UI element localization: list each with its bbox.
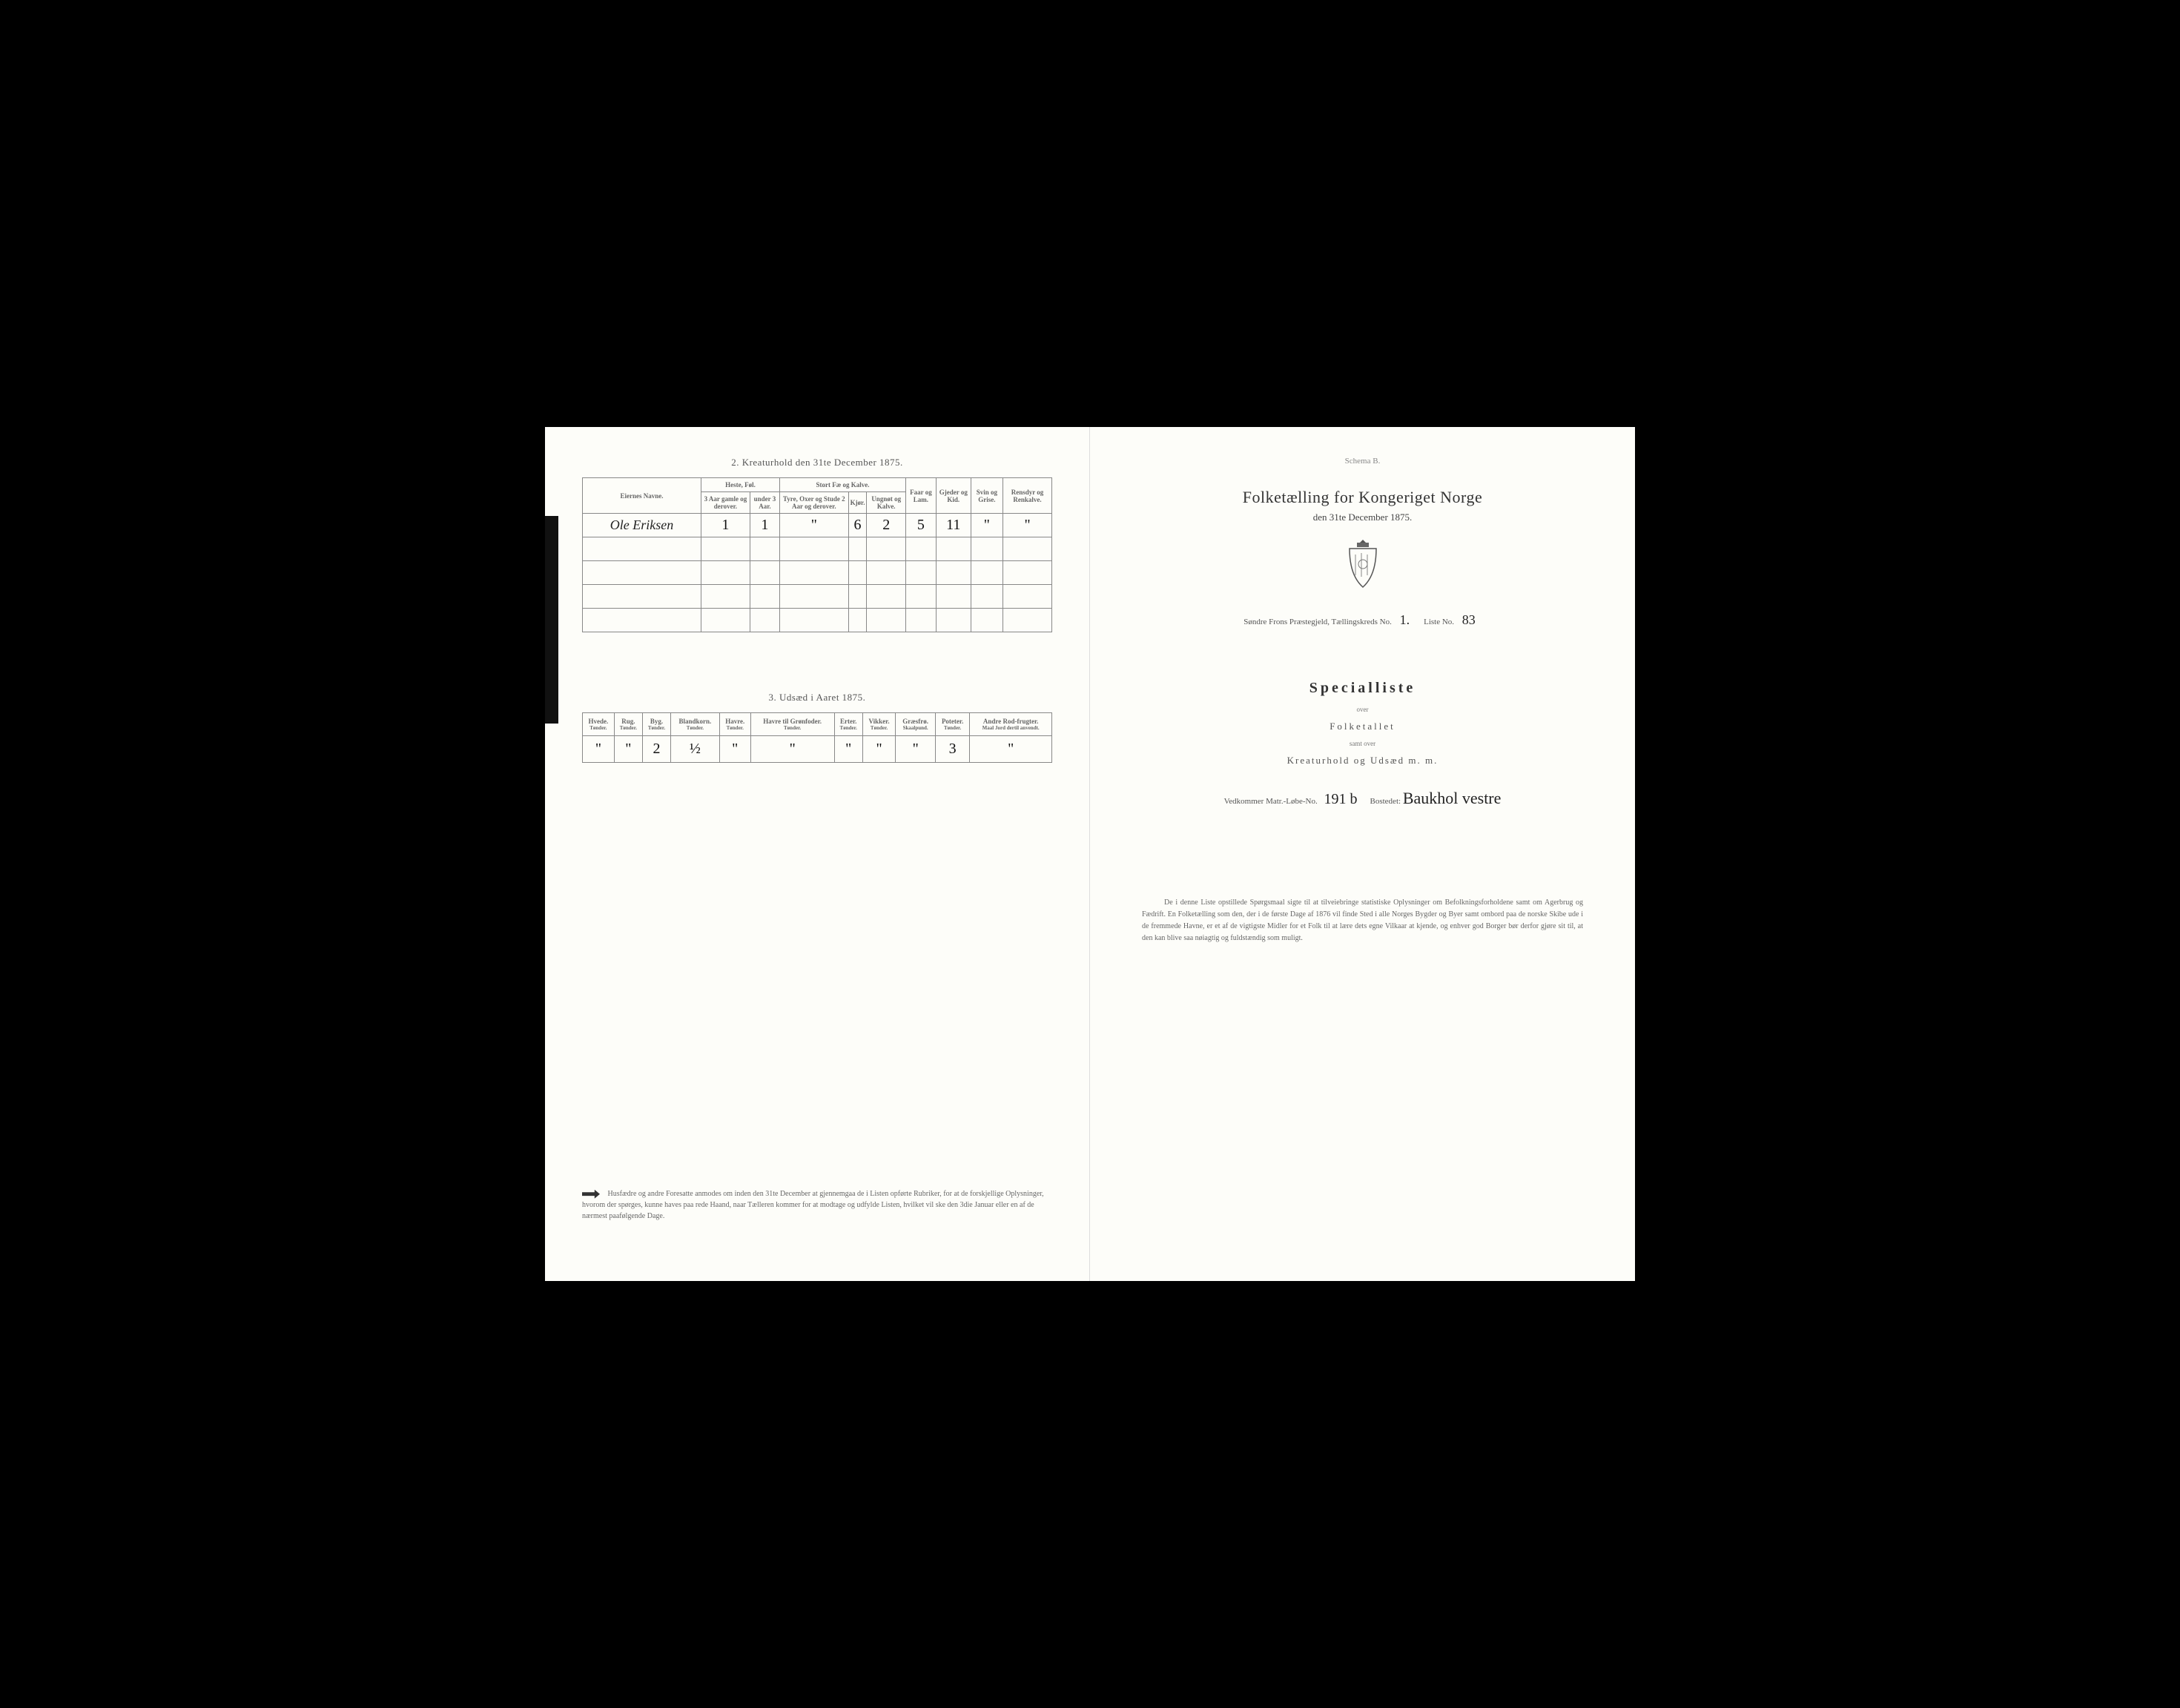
main-title: Folketælling for Kongeriget Norge [1127,488,1598,507]
col-rug: Rug.Tønder. [614,713,642,736]
col-erter: Erter.Tønder. [834,713,862,736]
vedkommer-line: Vedkommer Matr.-Løbe-No. 191 b Bostedet:… [1127,789,1598,808]
coat-of-arms-icon [1341,538,1385,590]
col-heste-a: 3 Aar gamle og derover. [701,492,750,514]
section3-title: 3. Udsæd i Aaret 1875. [582,692,1052,704]
col-blandkorn: Blandkorn.Tønder. [671,713,720,736]
val-stort-b: 6 [848,514,867,537]
specialliste-title: Specialliste [1127,680,1598,697]
val-heste-a: 1 [701,514,750,537]
val-faar: 5 [905,514,936,537]
col-ren: Rensdyr og Renkalve. [1003,478,1052,514]
col-hvede: Hvede.Tønder. [583,713,615,736]
val-svin: " [971,514,1003,537]
val-stort-a: " [780,514,849,537]
over-text: over [1127,706,1598,713]
val-hvede: " [583,736,615,763]
parish-line: Søndre Frons Præstegjeld, Tællingskreds … [1127,612,1598,628]
right-footnote-text: De i denne Liste opstillede Spørgsmaal s… [1142,898,1583,942]
col-heste-group: Heste, Føl. [701,478,780,492]
val-byg: 2 [642,736,670,763]
matr-no: 191 b [1320,791,1362,807]
empty-row [583,561,1052,585]
left-footnote: Husfædre og andre Foresatte anmodes om i… [582,1188,1052,1222]
right-page: Schema B. Folketælling for Kongeriget No… [1090,427,1635,1281]
bosted-label: Bostedet: [1370,797,1401,806]
kreatur-data-row: Ole Eriksen 1 1 " 6 2 5 11 " " [583,514,1052,537]
empty-row [583,585,1052,609]
section2-title: 2. Kreaturhold den 31te December 1875. [582,457,1052,469]
folketallet-text: Folketallet [1127,721,1598,732]
col-eier-navn: Eiernes Navne. [583,478,701,514]
bosted-name: Baukhol vestre [1403,789,1502,807]
col-poteter: Poteter.Tønder. [935,713,969,736]
samt-over-text: samt over [1127,740,1598,747]
val-gjeder: 11 [936,514,971,537]
val-grasfro: " [896,736,936,763]
liste-label: Liste No. [1424,618,1454,626]
col-gjeder: Gjeder og Kid. [936,478,971,514]
col-byg: Byg.Tønder. [642,713,670,736]
col-svin: Svin og Grise. [971,478,1003,514]
val-stort-c: 2 [867,514,905,537]
val-blandkorn: ½ [671,736,720,763]
liste-no: 83 [1456,612,1482,627]
val-andre: " [970,736,1052,763]
val-erter: " [834,736,862,763]
udsaed-table: Hvede.Tønder. Rug.Tønder. Byg.Tønder. Bl… [582,712,1052,763]
date-line: den 31te December 1875. [1127,512,1598,523]
kreaturhold-text: Kreaturhold og Udsæd m. m. [1127,755,1598,767]
owner-name: Ole Eriksen [583,514,701,537]
empty-row [583,537,1052,561]
col-vikker: Vikker.Tønder. [862,713,896,736]
footnote-text: Husfædre og andre Foresatte anmodes om i… [582,1190,1044,1220]
kreds-no: 1. [1394,612,1416,627]
document-scan: 2. Kreaturhold den 31te December 1875. E… [545,427,1635,1281]
udsaed-data-row: " " 2 ½ " " " " " 3 " [583,736,1052,763]
empty-row [583,609,1052,632]
schema-label: Schema B. [1127,457,1598,466]
left-page: 2. Kreaturhold den 31te December 1875. E… [545,427,1090,1281]
col-stort-group: Stort Fæ og Kalve. [780,478,906,492]
val-ren: " [1003,514,1052,537]
val-rug: " [614,736,642,763]
val-poteter: 3 [935,736,969,763]
val-heste-b: 1 [750,514,779,537]
col-andre: Andre Rod-frugter.Maal Jord dertil anven… [970,713,1052,736]
kreaturhold-table: Eiernes Navne. Heste, Føl. Stort Fæ og K… [582,477,1052,632]
pointing-hand-icon [582,1190,600,1199]
col-havre-gron: Havre til Grønfoder.Tønder. [750,713,834,736]
col-stort-b: Kjør. [848,492,867,514]
val-vikker: " [862,736,896,763]
col-stort-a: Tyre, Oxer og Stude 2 Aar og derover. [780,492,849,514]
parish-prefix: Søndre Frons Præstegjeld, Tællingskreds … [1243,618,1392,626]
col-grasfro: Græsfrø.Skaalpund. [896,713,936,736]
col-heste-b: under 3 Aar. [750,492,779,514]
val-havre-gron: " [750,736,834,763]
right-footnote: De i denne Liste opstillede Spørgsmaal s… [1127,897,1598,944]
col-stort-c: Ungnøt og Kalve. [867,492,905,514]
col-faar: Faar og Lam. [905,478,936,514]
vedkommer-prefix: Vedkommer Matr.-Løbe-No. [1224,797,1318,806]
val-havre: " [719,736,750,763]
col-havre: Havre.Tønder. [719,713,750,736]
